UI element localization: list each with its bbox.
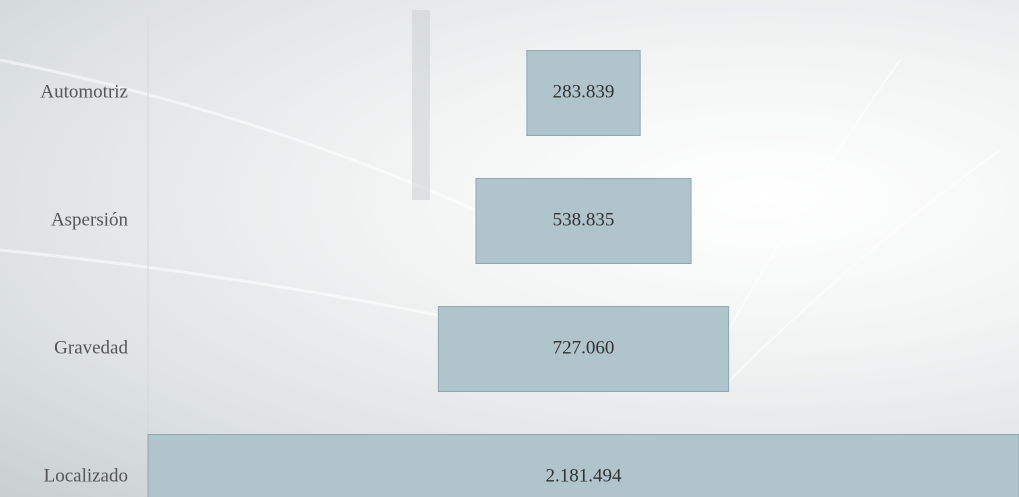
category-label: Automotriz	[40, 81, 128, 102]
value-label: 2.181.494	[546, 465, 623, 486]
chart: 283.839 Automotriz 538.835 Aspersión 727.060…	[0, 0, 1019, 497]
value-label: 283.839	[553, 81, 615, 102]
page: 283.839 Automotriz 538.835 Aspersión 727.060…	[0, 0, 1019, 497]
category-label: Aspersión	[51, 209, 129, 230]
category-label: Gravedad	[54, 337, 128, 358]
value-label: 727.060	[553, 337, 615, 358]
category-label: Localizado	[44, 465, 128, 486]
value-label: 538.835	[553, 209, 615, 230]
